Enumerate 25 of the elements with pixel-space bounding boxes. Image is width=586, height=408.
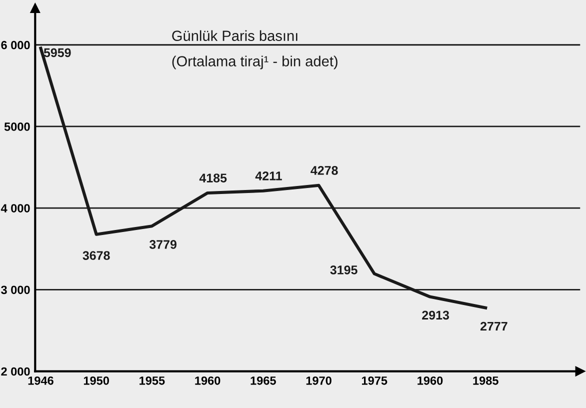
x-tick-label: 1950 <box>84 376 109 385</box>
data-label: 2777 <box>480 322 508 331</box>
y-tick-label: 2 000 <box>1 367 30 376</box>
x-tick-label: 1955 <box>140 376 165 385</box>
x-tick-label: 1946 <box>28 376 54 385</box>
y-tick-label: 3 000 <box>1 286 30 294</box>
y-tick-label: 4 000 <box>0 204 30 212</box>
data-label: 4278 <box>310 166 338 175</box>
y-tick-label: 5000 <box>4 122 30 131</box>
data-label: 3195 <box>330 265 358 274</box>
x-tick-label: 1975 <box>362 376 388 385</box>
data-label: 5959 <box>44 48 71 58</box>
data-label: 4211 <box>255 171 282 180</box>
data-label: 3779 <box>149 240 176 249</box>
text: Günlük Paris basını <box>172 30 298 41</box>
x-tick-label: 1970 <box>306 376 332 385</box>
x-tick-label: 1965 <box>250 376 276 385</box>
data-label: 3678 <box>82 251 110 260</box>
data-label: 2913 <box>422 310 449 320</box>
text: (Ortalama tiraj¹ - bin adet) <box>172 56 338 70</box>
x-tick-label: 1960 <box>195 376 220 385</box>
x-tick-label: 1985 <box>473 376 498 385</box>
y-tick-label: 6 000 <box>1 40 30 50</box>
x-tick-label: 1960 <box>418 376 443 385</box>
data-label: 4185 <box>199 174 227 182</box>
